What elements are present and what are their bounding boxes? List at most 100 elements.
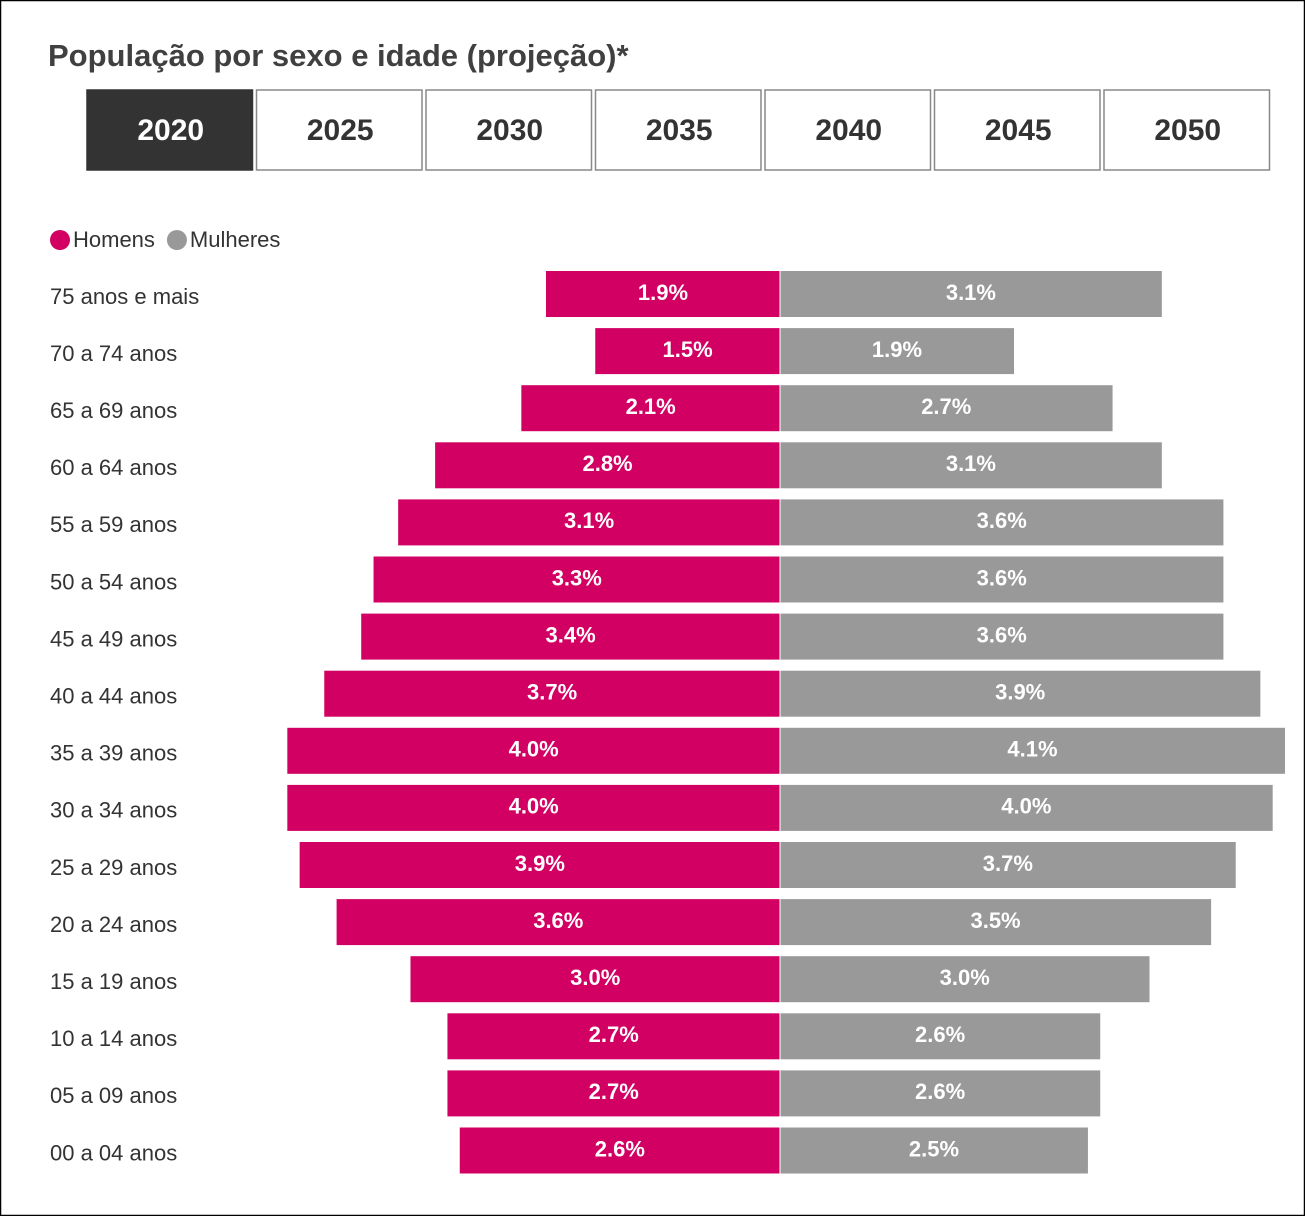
tab-label[interactable]: 2030 — [476, 114, 543, 147]
bar — [521, 385, 780, 432]
value-label: 2.7% — [589, 1079, 639, 1104]
bar — [336, 899, 780, 946]
tab[interactable] — [86, 89, 254, 171]
value-label: 2.7% — [921, 394, 971, 419]
value-label: 3.9% — [995, 680, 1045, 705]
category-label: 15 a 19 anos — [50, 969, 177, 994]
bar — [780, 1127, 1088, 1174]
category-label: 05 a 09 anos — [50, 1083, 177, 1108]
tab[interactable] — [255, 89, 423, 171]
category-label: 70 a 74 anos — [50, 341, 177, 366]
value-label: 3.0% — [570, 965, 620, 990]
bar — [373, 556, 780, 603]
value-label: 2.8% — [582, 451, 632, 476]
bar — [324, 670, 780, 717]
tab[interactable] — [933, 89, 1101, 171]
bar — [361, 613, 780, 660]
bar — [780, 1070, 1101, 1117]
bar — [780, 842, 1236, 888]
bar — [780, 899, 1212, 946]
value-label: 2.6% — [595, 1136, 645, 1161]
value-label: 3.5% — [970, 908, 1020, 933]
bar — [398, 499, 780, 546]
value-label: 3.4% — [546, 622, 596, 647]
tab-label[interactable]: 2045 — [985, 114, 1052, 147]
legend-label: Mulheres — [190, 227, 280, 252]
bar — [780, 442, 1162, 489]
tab-label[interactable]: 2025 — [307, 114, 374, 147]
bar — [435, 442, 780, 489]
tab[interactable] — [594, 89, 762, 171]
bar — [780, 784, 1273, 831]
value-label: 2.6% — [915, 1079, 965, 1104]
value-label: 4.0% — [509, 737, 559, 762]
value-label: 3.3% — [552, 565, 602, 590]
value-label: 4.0% — [509, 794, 559, 819]
bar — [780, 727, 1285, 774]
bar — [780, 499, 1224, 546]
tab-label[interactable]: 2040 — [815, 114, 882, 147]
bar — [780, 385, 1113, 432]
bar — [299, 842, 780, 888]
tab[interactable] — [1103, 89, 1271, 171]
bar — [447, 1070, 780, 1117]
value-label: 3.1% — [946, 280, 996, 305]
bar — [780, 670, 1261, 717]
category-label: 45 a 49 anos — [50, 626, 177, 651]
bar — [780, 1013, 1101, 1060]
bar — [780, 956, 1150, 1003]
value-label: 2.5% — [909, 1136, 959, 1161]
bar — [780, 328, 1015, 375]
value-label: 3.6% — [533, 908, 583, 933]
value-label: 1.5% — [663, 337, 713, 362]
category-label: 00 a 04 anos — [50, 1140, 177, 1165]
tab-label[interactable]: 2035 — [646, 114, 713, 147]
category-label: 60 a 64 anos — [50, 455, 177, 480]
value-label: 3.7% — [527, 680, 577, 705]
value-label: 3.1% — [946, 451, 996, 476]
chart-title: População por sexo e idade (projeção)* — [48, 38, 629, 73]
value-label: 1.9% — [638, 280, 688, 305]
category-label: 50 a 54 anos — [50, 569, 177, 594]
bar — [287, 784, 780, 831]
category-label: 20 a 24 anos — [50, 912, 177, 937]
value-label: 3.1% — [564, 508, 614, 533]
category-label: 65 a 69 anos — [50, 398, 177, 423]
category-label: 25 a 29 anos — [50, 855, 177, 880]
bar — [287, 727, 780, 774]
bar — [780, 271, 1162, 317]
tab[interactable] — [764, 89, 932, 171]
bar — [595, 328, 780, 375]
value-label: 2.7% — [589, 1022, 639, 1047]
category-label: 35 a 39 anos — [50, 741, 177, 766]
value-label: 1.9% — [872, 337, 922, 362]
tab-label[interactable]: 2020 — [137, 114, 204, 147]
bar — [459, 1127, 780, 1174]
value-label: 3.7% — [983, 851, 1033, 876]
value-label: 3.9% — [515, 851, 565, 876]
legend-marker — [166, 230, 187, 250]
value-label: 3.6% — [977, 508, 1027, 533]
bar — [410, 956, 780, 1003]
value-label: 4.0% — [1001, 794, 1051, 819]
value-label: 2.6% — [915, 1022, 965, 1047]
value-label: 4.1% — [1007, 737, 1057, 762]
tab[interactable] — [425, 89, 593, 171]
value-label: 2.1% — [626, 394, 676, 419]
legend-label: Homens — [73, 227, 155, 252]
legend-marker — [50, 230, 70, 250]
bar — [780, 613, 1224, 660]
bar — [780, 556, 1224, 603]
tab-label[interactable]: 2050 — [1154, 114, 1221, 147]
category-label: 75 anos e mais — [50, 284, 199, 309]
value-label: 3.6% — [977, 622, 1027, 647]
value-label: 3.0% — [940, 965, 990, 990]
category-label: 30 a 34 anos — [50, 798, 177, 823]
category-label: 40 a 44 anos — [50, 684, 177, 709]
category-label: 55 a 59 anos — [50, 512, 177, 537]
bar — [545, 271, 780, 317]
value-label: 3.6% — [977, 565, 1027, 590]
bar — [447, 1013, 780, 1060]
